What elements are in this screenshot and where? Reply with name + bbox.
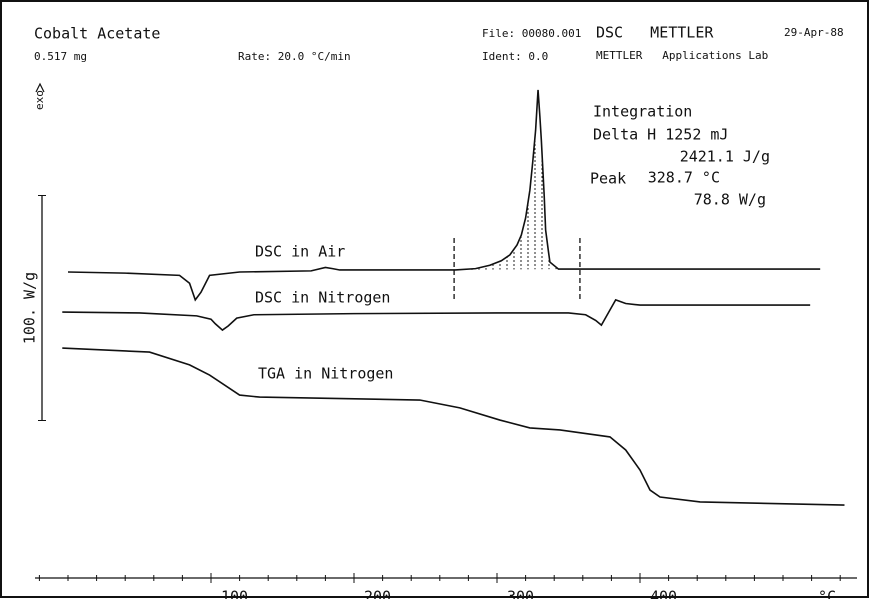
ident: Ident: 0.0 (482, 50, 548, 63)
series-label: DSC in Nitrogen (255, 289, 390, 307)
scale-bar-label: 100. W/g (21, 272, 39, 344)
series-line (62, 298, 811, 332)
annotation-peak-height: 78.8 W/g (694, 191, 766, 209)
peak-area (455, 89, 559, 270)
x-tick-label: 200. (364, 588, 400, 599)
exo-label: exo (33, 90, 46, 110)
series-line (67, 89, 821, 302)
x-tick-label: 100. (221, 588, 257, 599)
lab: METTLER Applications Lab (596, 49, 768, 62)
x-tick-label: 400. (650, 588, 686, 599)
sample-mass: 0.517 mg (34, 50, 87, 63)
exo-arrow (35, 82, 45, 93)
x-axis-label: °C (818, 588, 836, 599)
x-tick-label: 300. (507, 588, 543, 599)
series-label: TGA in Nitrogen (258, 365, 393, 383)
series-line (62, 347, 845, 506)
annotation-peak-temp: 328.7 °C (648, 169, 720, 187)
annotation-heading: Integration (593, 103, 692, 121)
annotation-specific: 2421.1 J/g (680, 148, 770, 166)
annotation-peak-label: Peak (590, 170, 626, 188)
date: 29-Apr-88 (784, 26, 844, 39)
file: File: 00080.001 (482, 27, 581, 40)
instrument: DSC METTLER (596, 24, 714, 42)
chart-title: Cobalt Acetate (34, 25, 160, 43)
series-label: DSC in Air (255, 243, 345, 261)
rate: Rate: 20.0 °C/min (238, 50, 351, 63)
annotation-delta-h: Delta H 1252 mJ (593, 126, 728, 144)
